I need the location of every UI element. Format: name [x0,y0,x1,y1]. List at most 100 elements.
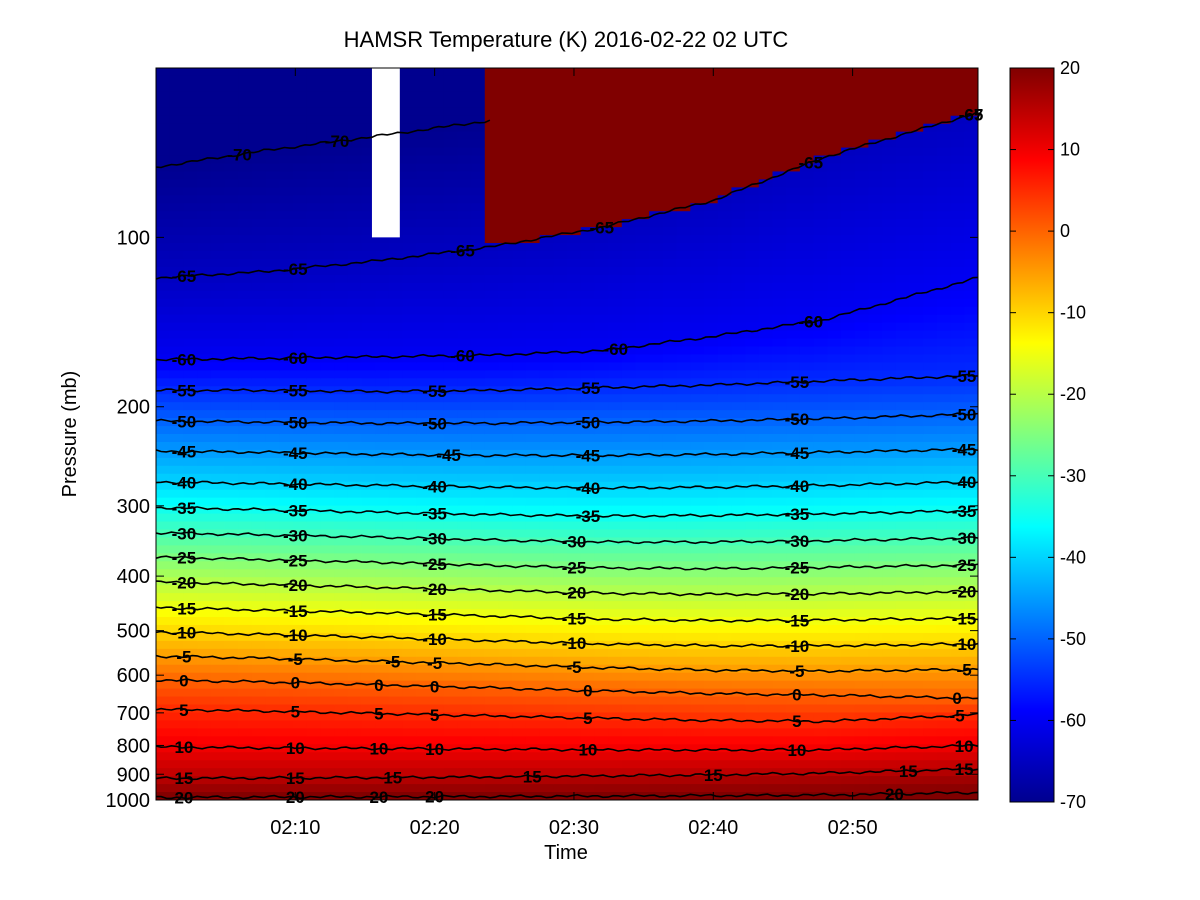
heatmap-cell [457,601,472,610]
heatmap-cell [608,306,623,316]
heatmap-cell [758,354,774,364]
heatmap-cell [813,736,829,746]
heatmap-cell [868,306,883,316]
heatmap-cell [279,529,294,539]
heatmap-cell [224,203,239,213]
heatmap-cell [731,362,746,372]
heatmap-cell [539,441,555,451]
heatmap-cell [265,410,281,419]
heatmap-cell [375,282,390,292]
heatmap-cell [567,362,582,372]
heatmap-cell [567,688,582,698]
heatmap-cell [347,513,363,523]
heatmap-cell [882,203,897,213]
heatmap-cell [827,362,842,372]
heatmap-cell [471,457,486,467]
heatmap-cell [690,768,705,777]
heatmap-cell [594,123,609,133]
heatmap-cell [306,155,322,165]
heatmap-cell [525,362,541,372]
heatmap-cell [416,235,431,244]
heatmap-cell [279,569,294,579]
heatmap-cell [375,434,390,443]
heatmap-cell [594,768,609,777]
heatmap-cell [731,696,746,706]
heatmap-cell [662,68,678,77]
heatmap-cell [786,394,801,403]
heatmap-cell [745,760,760,769]
heatmap-cell [868,195,883,205]
heatmap-cell [197,752,212,762]
heatmap-cell [293,203,308,213]
heatmap-cell [868,792,883,800]
heatmap-cell [580,322,596,332]
heatmap-cell [320,449,335,459]
heatmap-cell [279,792,294,800]
heatmap-cell [457,720,472,730]
heatmap-cell [827,529,842,539]
heatmap-cell [594,784,609,793]
heatmap-cell [731,290,746,300]
heatmap-cell [388,410,404,419]
heatmap-cell [347,123,363,133]
heatmap-cell [827,314,842,324]
heatmap-cell [758,83,774,93]
heatmap-cell [347,434,363,443]
heatmap-cell [183,434,198,443]
heatmap-cell [320,203,335,213]
heatmap-cell [731,609,746,618]
heatmap-cell [402,553,418,563]
heatmap-cell [704,211,719,220]
heatmap-cell [841,338,856,348]
heatmap-cell [471,68,486,77]
heatmap-cell [854,386,870,396]
heatmap-cell [224,346,239,356]
heatmap-cell [156,736,171,746]
heatmap-cell [580,290,596,300]
heatmap-cell [525,513,541,523]
heatmap-cell [197,322,212,332]
heatmap-cell [786,322,801,332]
heatmap-cell [156,434,171,443]
heatmap-cell [635,266,650,276]
heatmap-cell [484,664,500,674]
heatmap-cell [169,513,185,523]
heatmap-cell [251,243,267,252]
heatmap-cell [704,68,719,77]
heatmap-cell [786,617,801,626]
heatmap-cell [662,481,678,491]
heatmap-cell [279,696,294,706]
heatmap-cell [567,497,582,507]
heatmap-cell [375,728,390,738]
heatmap-cell [388,330,404,340]
heatmap-cell [238,768,253,777]
heatmap-cell [827,426,842,435]
heatmap-cell [594,362,609,372]
heatmap-cell [580,593,596,602]
heatmap-cell [306,266,322,276]
heatmap-cell [799,593,815,602]
heatmap-cell [758,712,774,722]
heatmap-cell [676,131,692,141]
heatmap-cell [320,465,335,475]
heatmap-cell [745,640,760,650]
heatmap-cell [251,195,267,205]
heatmap-cell [306,354,322,364]
heatmap-cell [553,251,568,260]
heatmap-cell [841,585,856,594]
heatmap-cell [580,489,596,499]
heatmap-cell [525,266,541,276]
heatmap-cell [580,497,596,507]
heatmap-cell [539,457,555,467]
heatmap-cell [813,338,829,348]
heatmap-cell [567,712,582,722]
heatmap-cell [567,609,582,618]
heatmap-cell [525,386,541,396]
heatmap-cell [334,736,349,746]
heatmap-cell [868,227,883,236]
heatmap-cell [813,370,829,380]
heatmap-cell [251,792,267,800]
heatmap-cell [361,211,376,220]
heatmap-cell [553,179,568,189]
heatmap-cell [443,314,459,324]
